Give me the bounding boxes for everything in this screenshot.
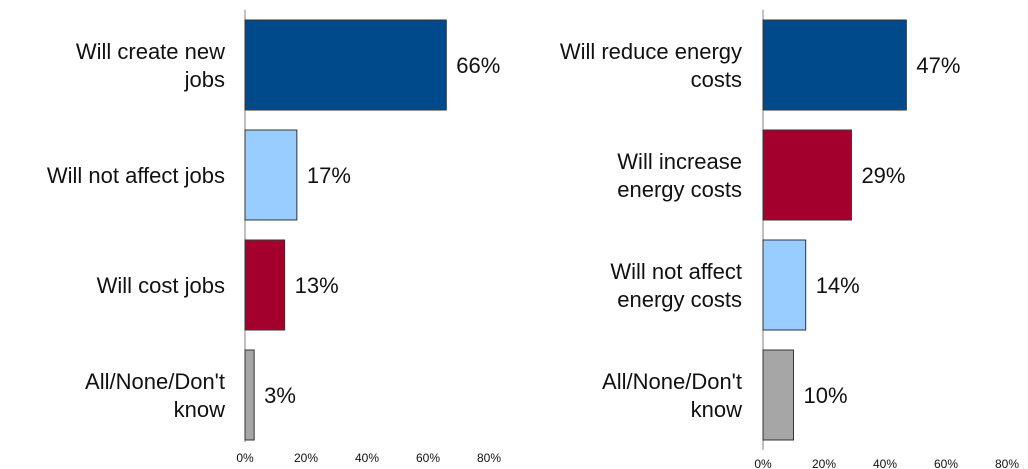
bar [244,239,286,331]
bar [762,239,807,331]
data-label: 17% [307,163,351,188]
x-tick-label: 80% [995,457,1019,469]
x-tick-label: 60% [934,457,958,469]
x-tick-label: 0% [236,451,254,465]
category-label: Will not affect energy costs [610,259,742,312]
data-label: 3% [264,383,296,408]
x-tick-label: 40% [355,451,379,465]
data-label: 14% [816,273,860,298]
data-label: 47% [916,53,960,78]
data-label: 29% [861,163,905,188]
energy-costs-chart: Will reduce energy costs 47% Will increase e… [560,10,1019,469]
category-label: Will create new jobs [76,39,225,92]
jobs-chart: Will create new jobs 66% Will not affect jo… [47,10,501,465]
x-tick-label: 20% [294,451,318,465]
x-tick-label: 0% [754,457,772,469]
data-label: 66% [456,53,500,78]
x-tick-label: 60% [416,451,440,465]
category-label: Will reduce energy costs [560,39,742,92]
bar [762,349,794,441]
x-tick-label: 40% [873,457,897,469]
x-tick-label: 80% [477,451,501,465]
data-label: 13% [295,273,339,298]
data-label: 10% [804,383,848,408]
category-label: Will not affect jobs [47,163,225,188]
x-tick-label: 20% [812,457,836,469]
category-label: All/None/Don't know [602,369,742,422]
bar [762,19,907,111]
bar [244,349,255,441]
bar [244,129,298,221]
category-label: All/None/Don't know [85,369,225,422]
bar [762,129,852,221]
category-label: Will increase energy costs [617,149,742,202]
bar [244,19,447,111]
category-label: Will cost jobs [97,273,225,298]
